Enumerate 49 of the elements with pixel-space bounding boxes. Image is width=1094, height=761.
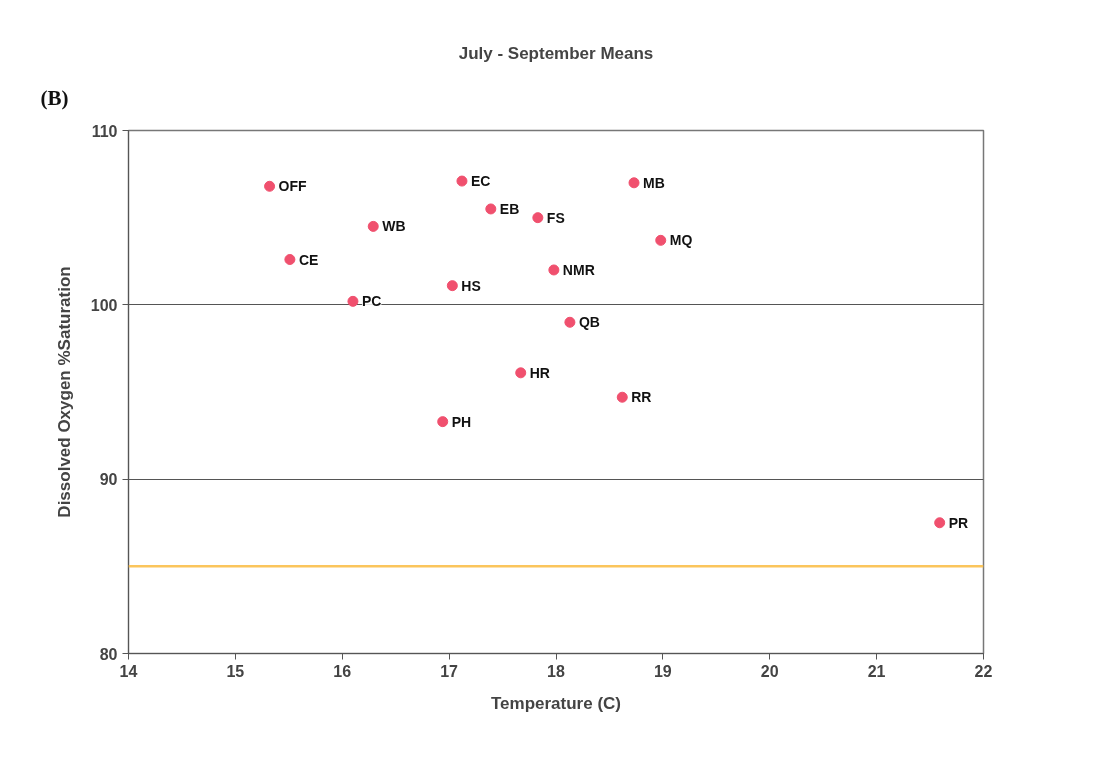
point (934, 517, 946, 529)
point (616, 391, 628, 403)
chart-title: July - September Means (458, 43, 654, 63)
data-label: FS (546, 209, 565, 226)
data-label: CE (298, 251, 319, 268)
point (485, 203, 497, 215)
point (264, 180, 276, 192)
point (367, 220, 379, 232)
x-tick-label: 16 (333, 662, 352, 680)
x-tick-label: 20 (760, 662, 779, 680)
point (284, 254, 296, 265)
data-label: MQ (669, 232, 693, 249)
data-label: HS (461, 277, 481, 294)
data-label: QB (578, 314, 600, 331)
x-axis-title: Temperature (C) (490, 693, 622, 713)
y-tick-label: 80 (99, 645, 118, 663)
text: (B) (40, 85, 69, 110)
x-tick-label: 21 (867, 662, 886, 680)
data-label: EC (470, 173, 491, 190)
data-label: MB (643, 174, 665, 191)
data-label: EB (499, 200, 520, 217)
point (628, 177, 640, 189)
x-tick-label: 17 (440, 662, 459, 680)
point (456, 175, 468, 187)
point (532, 212, 544, 224)
point (515, 367, 527, 379)
data-label: PR (948, 514, 969, 531)
x-tick-label: 18 (547, 662, 565, 680)
data-label: HR (529, 364, 550, 381)
data-label: NMR (562, 261, 595, 278)
y-tick-label: 110 (91, 122, 118, 140)
data-label: PH (451, 413, 472, 430)
point (347, 295, 359, 307)
point (548, 264, 560, 276)
x-tick-label: 22 (974, 662, 993, 680)
data-label: OFF (278, 178, 308, 195)
x-tick-label: 19 (653, 662, 672, 680)
point (437, 416, 449, 428)
y-tick-label: 90 (99, 471, 118, 489)
data-label: PC (361, 293, 382, 310)
data-label: RR (631, 389, 652, 406)
point (446, 280, 458, 292)
y-axis-title: Dissolved Oxygen %Saturation (54, 266, 74, 518)
point (655, 234, 667, 246)
x-tick-label: 14 (119, 662, 138, 680)
y-tick-label: 100 (90, 296, 118, 314)
point (564, 316, 576, 328)
data-label: WB (382, 218, 406, 235)
x-tick-label: 15 (226, 662, 245, 680)
